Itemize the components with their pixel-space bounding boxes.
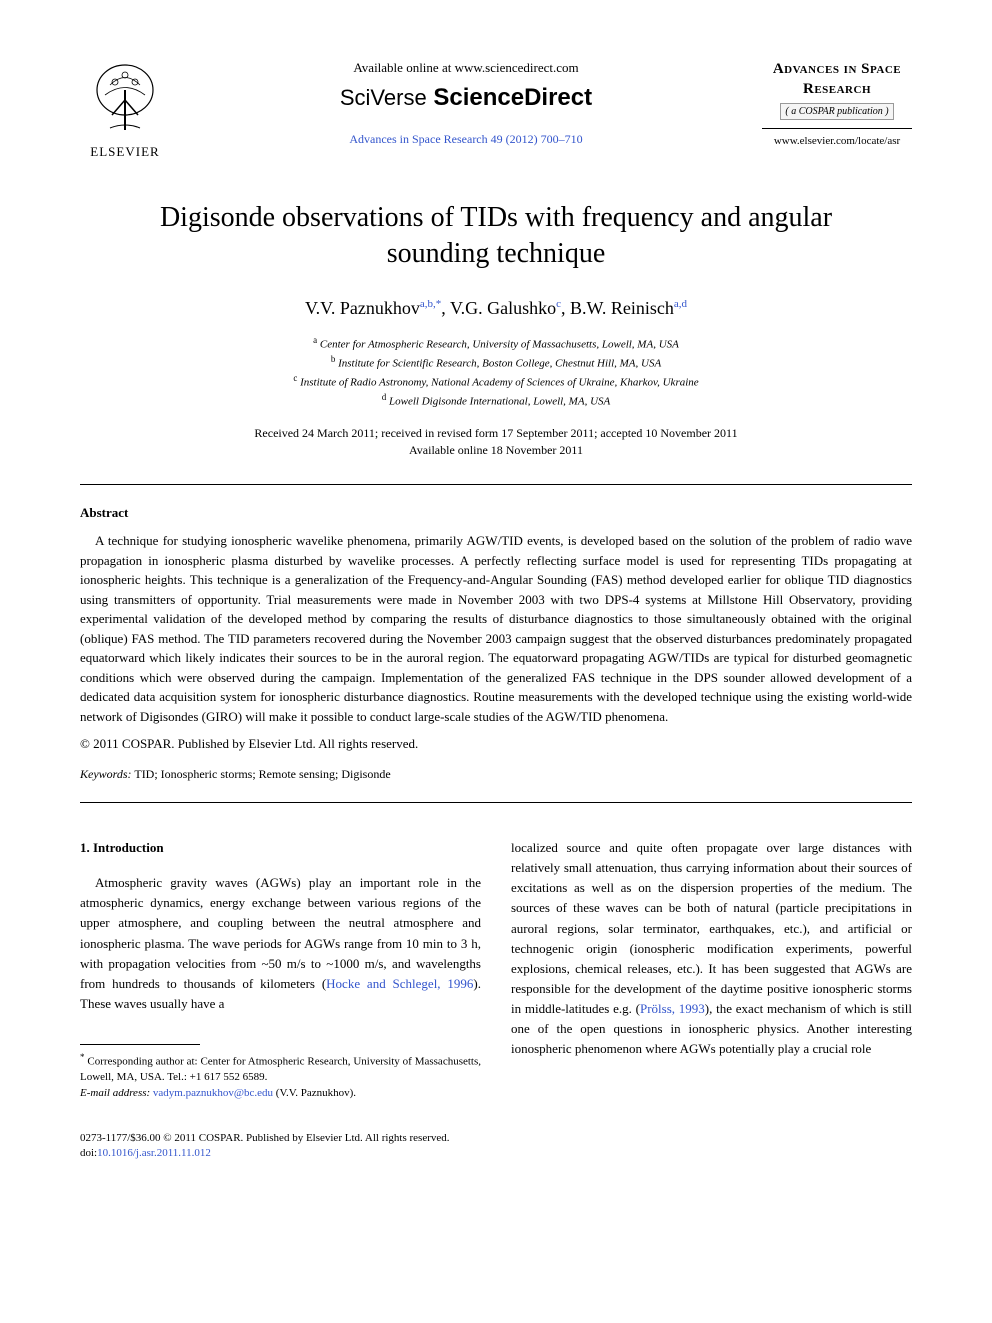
author-1: V.V. Paznukhova,b,*	[305, 298, 441, 318]
footer-copyright: 0273-1177/$36.00 © 2011 COSPAR. Publishe…	[80, 1131, 912, 1146]
keywords-line: Keywords: TID; Ionospheric storms; Remot…	[80, 767, 912, 782]
right-column: localized source and quite often propaga…	[511, 838, 912, 1101]
intro-heading: 1. Introduction	[80, 838, 481, 858]
journal-reference-link[interactable]: Advances in Space Research 49 (2012) 700…	[190, 132, 742, 147]
ref-prolss[interactable]: Prölss, 1993	[640, 1001, 705, 1016]
author-2: V.G. Galushkoc	[450, 298, 561, 318]
affiliation-c: c Institute of Radio Astronomy, National…	[80, 372, 912, 391]
abstract-heading: Abstract	[80, 505, 912, 521]
dates-received: Received 24 March 2011; received in revi…	[80, 425, 912, 442]
platform-prefix: SciVerse	[340, 85, 427, 110]
abstract-text: A technique for studying ionospheric wav…	[80, 531, 912, 726]
email-link[interactable]: vadym.paznukhov@bc.edu	[153, 1087, 273, 1099]
body-columns: 1. Introduction Atmospheric gravity wave…	[80, 838, 912, 1101]
dates-online: Available online 18 November 2011	[80, 442, 912, 459]
article-dates: Received 24 March 2011; received in revi…	[80, 425, 912, 459]
article-title: Digisonde observations of TIDs with freq…	[140, 200, 852, 273]
journal-url: www.elsevier.com/locate/asr	[762, 135, 912, 147]
email-author: (V.V. Paznukhov).	[276, 1087, 356, 1099]
email-label: E-mail address:	[80, 1087, 150, 1099]
available-online-text: Available online at www.sciencedirect.co…	[190, 60, 742, 76]
footnote-rule	[80, 1044, 200, 1045]
star-icon: *	[80, 1052, 85, 1062]
journal-cover-title: Advances in Space Research	[762, 60, 912, 99]
email-footnote: E-mail address: vadym.paznukhov@bc.edu (…	[80, 1086, 481, 1101]
keywords-label: Keywords:	[80, 767, 132, 781]
cover-rule	[762, 128, 912, 129]
doi-link[interactable]: 10.1016/j.asr.2011.11.012	[97, 1147, 211, 1159]
center-header: Available online at www.sciencedirect.co…	[170, 60, 762, 147]
page-footer: 0273-1177/$36.00 © 2011 COSPAR. Publishe…	[80, 1131, 912, 1162]
publisher-name: ELSEVIER	[90, 144, 159, 160]
page-header: ELSEVIER Available online at www.science…	[80, 60, 912, 160]
affiliation-d: d Lowell Digisonde International, Lowell…	[80, 391, 912, 410]
corresponding-author-footnote: * Corresponding author at: Center for At…	[80, 1051, 481, 1085]
affiliation-b: b Institute for Scientific Research, Bos…	[80, 353, 912, 372]
sciencedirect-logo: SciVerse ScienceDirect	[190, 84, 742, 112]
affiliation-a: a Center for Atmospheric Research, Unive…	[80, 334, 912, 353]
publisher-logo: ELSEVIER	[80, 60, 170, 160]
abstract-copyright: © 2011 COSPAR. Published by Elsevier Ltd…	[80, 736, 912, 752]
authors-line: V.V. Paznukhova,b,*, V.G. Galushkoc, B.W…	[80, 298, 912, 319]
abstract-top-rule	[80, 484, 912, 485]
intro-para-left: Atmospheric gravity waves (AGWs) play an…	[80, 873, 481, 1014]
affiliations: a Center for Atmospheric Research, Unive…	[80, 334, 912, 411]
keywords-text: TID; Ionospheric storms; Remote sensing;…	[134, 767, 390, 781]
intro-para-right: localized source and quite often propaga…	[511, 838, 912, 1060]
journal-cover: Advances in Space Research ( a COSPAR pu…	[762, 60, 912, 147]
footer-doi: doi:10.1016/j.asr.2011.11.012	[80, 1146, 912, 1161]
journal-cover-subtitle: ( a COSPAR publication )	[780, 103, 893, 120]
author-3: B.W. Reinischa,d	[570, 298, 687, 318]
left-column: 1. Introduction Atmospheric gravity wave…	[80, 838, 481, 1101]
ref-hocke-schlegel[interactable]: Hocke and Schlegel, 1996	[326, 976, 473, 991]
abstract-bottom-rule	[80, 802, 912, 803]
platform-name: ScienceDirect	[433, 84, 592, 111]
elsevier-tree-icon	[90, 60, 160, 140]
